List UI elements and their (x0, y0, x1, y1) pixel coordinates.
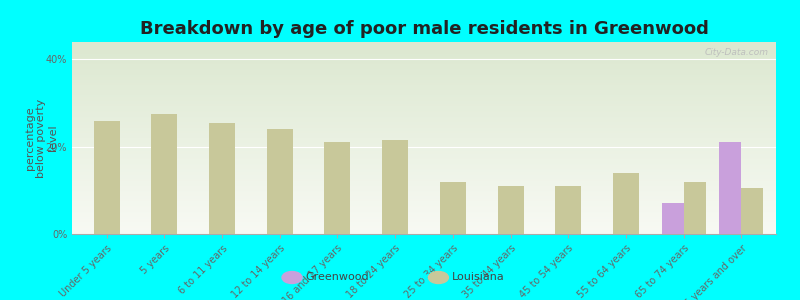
Y-axis label: percentage
below poverty
level: percentage below poverty level (25, 98, 58, 178)
Text: City-Data.com: City-Data.com (705, 48, 769, 57)
Bar (684, 182, 706, 234)
Title: Breakdown by age of poor male residents in Greenwood: Breakdown by age of poor male residents … (139, 20, 709, 38)
Bar (94, 121, 120, 234)
Bar (719, 142, 742, 234)
Ellipse shape (282, 272, 302, 284)
Bar (266, 129, 293, 234)
Bar (555, 186, 582, 234)
Bar (742, 188, 763, 234)
Bar (662, 203, 684, 234)
Text: Greenwood: Greenwood (306, 272, 370, 283)
Ellipse shape (429, 272, 449, 284)
Bar (209, 123, 235, 234)
Bar (613, 173, 639, 234)
Bar (151, 114, 178, 234)
Bar (325, 142, 350, 234)
Bar (382, 140, 408, 234)
Bar (498, 186, 523, 234)
Text: Louisiana: Louisiana (452, 272, 505, 283)
Bar (440, 182, 466, 234)
